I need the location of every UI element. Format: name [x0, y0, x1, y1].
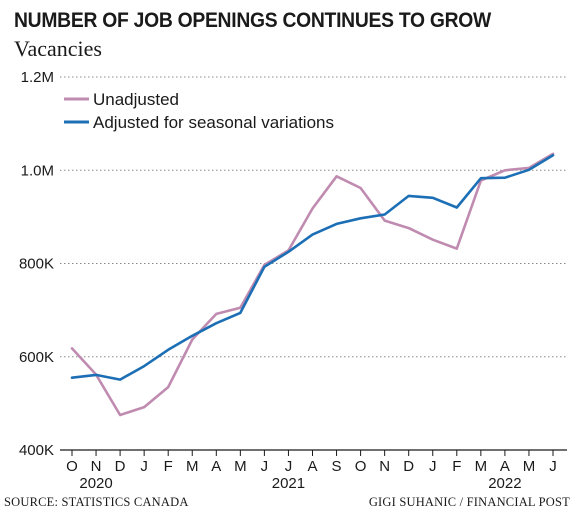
x-tick-label: J	[140, 458, 148, 475]
x-tick-label: A	[500, 458, 510, 475]
legend-label: Unadjusted	[93, 90, 179, 109]
x-tick-label: M	[523, 458, 536, 475]
year-label: 2022	[488, 475, 521, 492]
x-axis-years: 2020 2021 2022	[79, 475, 521, 492]
y-axis-ticks: 400K 600K 800K 1.0M 1.2M	[19, 69, 54, 459]
x-tick-label: M	[234, 458, 247, 475]
source-note: SOURCE: STATISTICS CANADA	[4, 495, 189, 509]
legend: Unadjusted Adjusted for seasonal variatio…	[64, 90, 334, 132]
x-tick-label: S	[332, 458, 342, 475]
x-tick-label: D	[115, 458, 126, 475]
x-tick-label: J	[261, 458, 269, 475]
x-tick-label: A	[211, 458, 221, 475]
x-tick-label: M	[475, 458, 488, 475]
series-lines	[70, 152, 555, 417]
y-tick-label: 1.2M	[21, 69, 54, 86]
x-tick-label: O	[66, 458, 78, 475]
x-tick-label: F	[452, 458, 461, 475]
y-tick-label: 600K	[19, 349, 54, 366]
x-tick-label: O	[355, 458, 367, 475]
x-tick-label: D	[403, 458, 414, 475]
x-tick-label: M	[186, 458, 199, 475]
x-tick-label: J	[285, 458, 293, 475]
year-label: 2020	[79, 475, 112, 492]
series-line-adjusted	[70, 154, 555, 381]
x-tick-label: A	[307, 458, 317, 475]
x-tick-label: J	[549, 458, 557, 475]
chart-subtitle: Vacancies	[14, 36, 102, 61]
y-tick-label: 400K	[19, 442, 54, 459]
chart-title: NUMBER OF JOB OPENINGS CONTINUES TO GROW	[14, 9, 492, 32]
x-tick-label: N	[91, 458, 102, 475]
x-tick-label: N	[379, 458, 390, 475]
gridlines	[60, 76, 567, 451]
x-tick-label: J	[429, 458, 437, 475]
legend-label: Adjusted for seasonal variations	[93, 113, 334, 132]
x-tick-label: F	[164, 458, 173, 475]
y-tick-label: 800K	[19, 256, 54, 273]
year-label: 2021	[272, 475, 305, 492]
y-tick-label: 1.0M	[21, 162, 54, 179]
series-line-unadjusted	[70, 152, 555, 417]
credit-note: GIGI SUHANIC / FINANCIAL POST	[368, 495, 570, 509]
